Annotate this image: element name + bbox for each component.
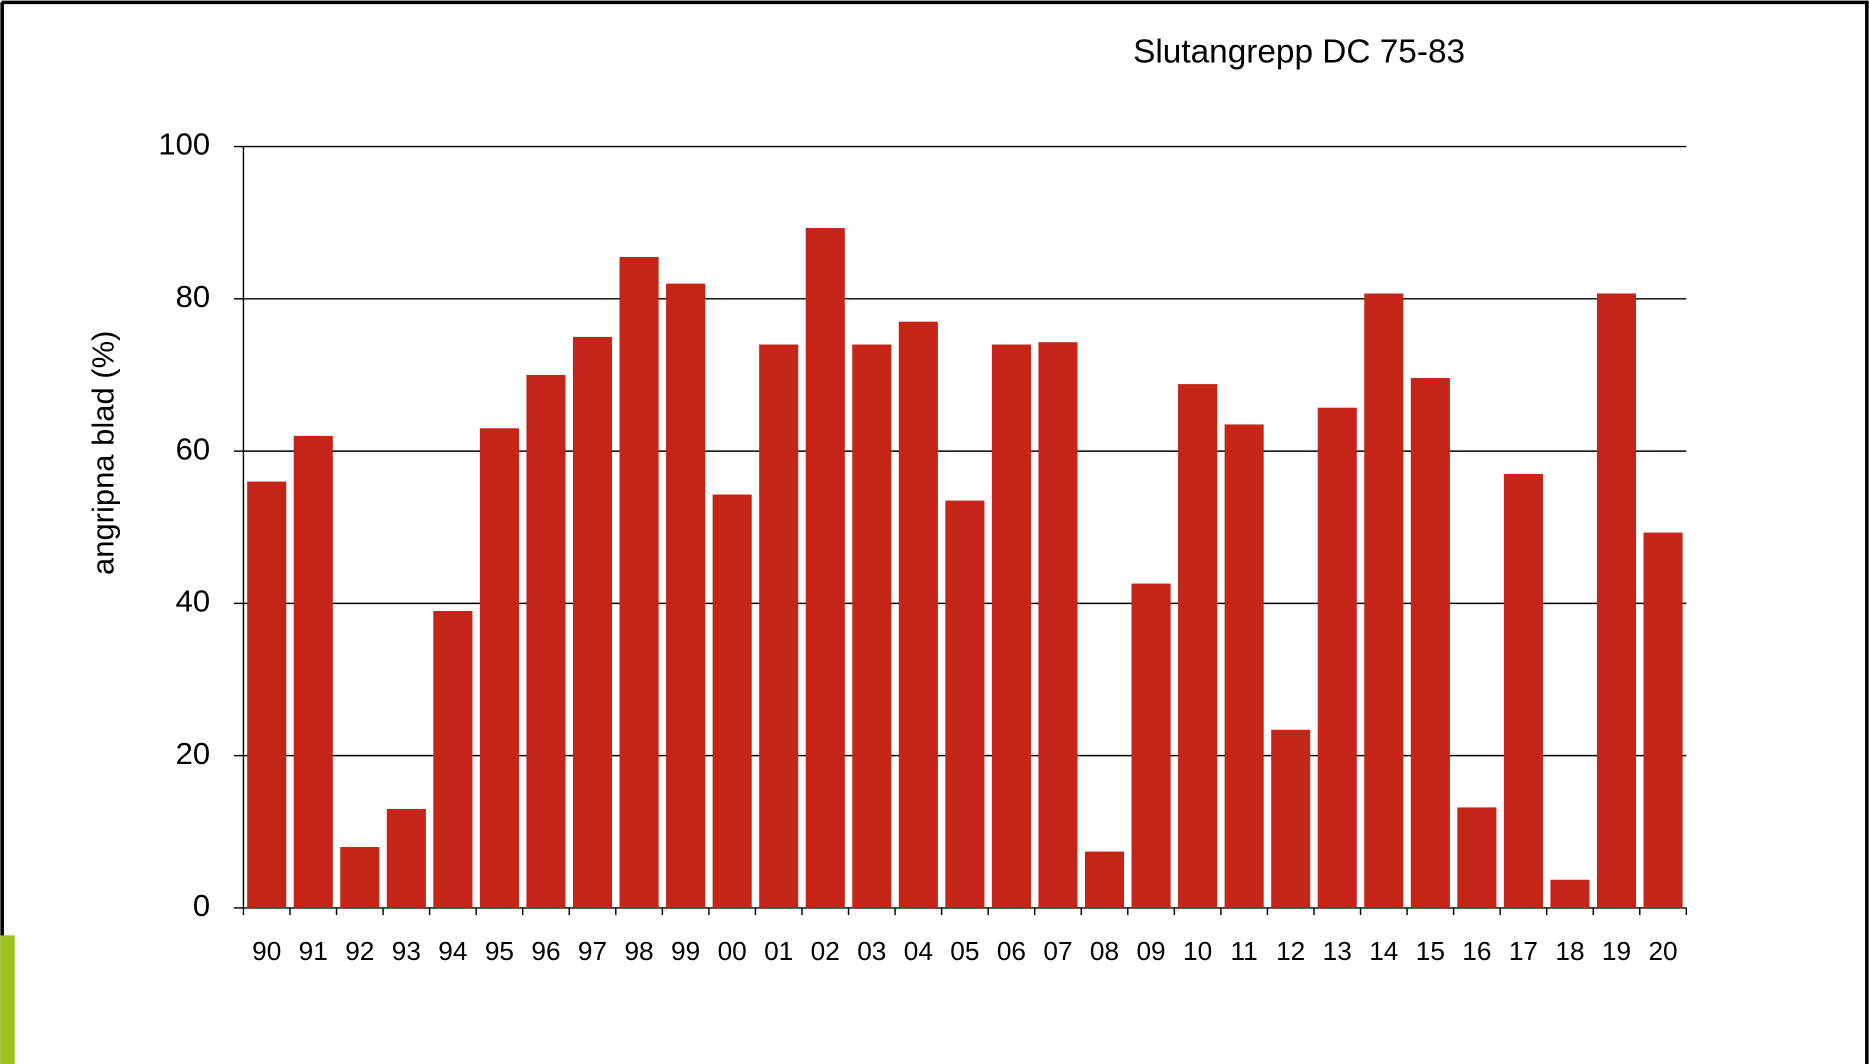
bar — [805, 228, 845, 908]
x-tick-label: 01 — [764, 936, 793, 966]
x-tick-label: 14 — [1369, 936, 1398, 966]
bar — [1596, 293, 1637, 908]
accent-bar — [0, 935, 15, 1064]
bar — [1550, 879, 1590, 908]
x-tick-label: 19 — [1602, 936, 1631, 966]
x-tick-label: 16 — [1462, 936, 1491, 966]
x-tick-label: 92 — [345, 936, 374, 966]
bar — [433, 610, 473, 908]
x-tick-label: 91 — [299, 936, 328, 966]
bar — [619, 256, 659, 908]
bar — [1084, 851, 1125, 908]
y-tick-label: 80 — [176, 279, 210, 314]
bar — [1271, 729, 1311, 908]
bar — [666, 283, 706, 908]
y-tick-label: 100 — [158, 127, 210, 162]
bar — [1643, 532, 1683, 908]
bar — [479, 428, 519, 908]
x-tick-label: 08 — [1090, 936, 1119, 966]
bar — [1131, 583, 1171, 908]
bar — [572, 336, 613, 908]
bar — [1224, 424, 1264, 908]
x-tick-label: 99 — [671, 936, 700, 966]
chart-title: Slutangrepp DC 75-83 — [1133, 33, 1465, 70]
x-tick-label: 00 — [718, 936, 747, 966]
x-tick-label: 90 — [252, 936, 281, 966]
x-tick-label: 97 — [578, 936, 607, 966]
x-tick-label: 17 — [1509, 936, 1538, 966]
bar — [1038, 342, 1078, 908]
x-tick-label: 04 — [904, 936, 933, 966]
bar — [991, 344, 1031, 908]
bar — [293, 435, 333, 908]
y-tick-label: 60 — [176, 431, 210, 466]
x-tick-label: 13 — [1323, 936, 1352, 966]
x-tick-label: 98 — [624, 936, 653, 966]
x-tick-label: 02 — [811, 936, 840, 966]
bar — [1317, 407, 1357, 908]
bar — [1178, 384, 1218, 908]
bar — [945, 500, 985, 908]
y-tick-label: 20 — [176, 736, 210, 771]
x-tick-label: 11 — [1231, 936, 1258, 966]
bar — [1457, 807, 1497, 908]
y-axis-label: angripna blad (%) — [85, 331, 120, 575]
x-tick-label: 06 — [997, 936, 1026, 966]
x-tick-label: 12 — [1276, 936, 1305, 966]
bar — [247, 481, 287, 908]
x-tick-label: 03 — [857, 936, 886, 966]
bar — [526, 374, 566, 908]
x-tick-label: 10 — [1183, 936, 1212, 966]
bar — [1410, 378, 1450, 908]
x-tick-label: 15 — [1416, 936, 1445, 966]
bar — [852, 344, 892, 908]
bar — [712, 494, 752, 908]
x-tick-label: 20 — [1648, 936, 1677, 966]
x-tick-label: 05 — [950, 936, 979, 966]
x-tick-label: 07 — [1043, 936, 1072, 966]
bar — [1364, 293, 1404, 908]
x-tick-label: 96 — [531, 936, 560, 966]
x-tick-label: 93 — [392, 936, 421, 966]
y-tick-label: 0 — [193, 888, 210, 923]
bar — [759, 344, 799, 908]
x-tick-label: 94 — [438, 936, 467, 966]
x-tick-label: 18 — [1555, 936, 1584, 966]
bar — [898, 321, 938, 908]
x-tick-label: 95 — [485, 936, 514, 966]
x-tick-label: 09 — [1136, 936, 1165, 966]
bar — [1503, 473, 1543, 908]
bar — [386, 808, 426, 908]
y-tick-label: 40 — [176, 584, 210, 619]
bar — [340, 847, 380, 908]
